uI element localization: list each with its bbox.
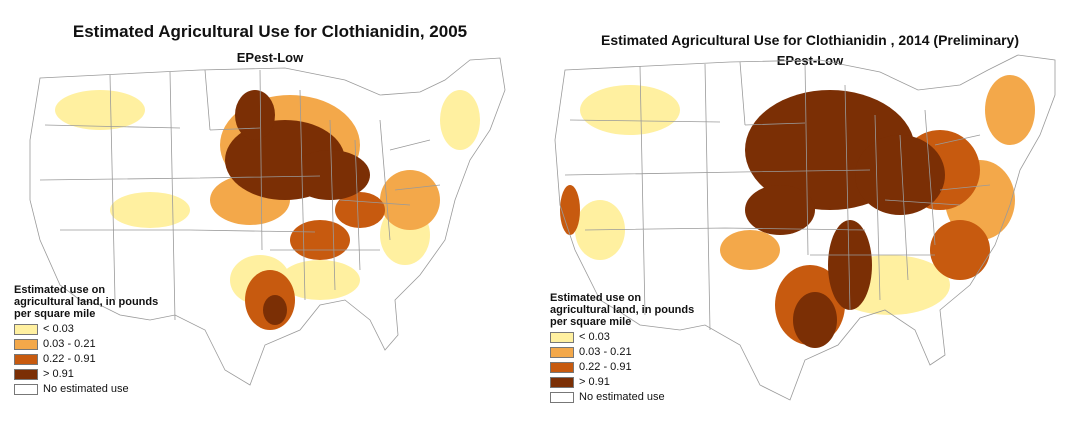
legend-item-none: No estimated use	[14, 383, 164, 395]
state-boundaries	[29, 57, 506, 386]
us-map-2014	[554, 54, 1056, 401]
usage-area-lt-003	[55, 90, 145, 130]
legend: Estimated use on agricultural land, in p…	[14, 284, 164, 395]
legend-label: 0.22 - 0.91	[579, 361, 632, 373]
usage-area-gt-091	[745, 185, 815, 235]
usage-area-gt-091	[235, 90, 275, 140]
usage-areas	[55, 90, 480, 330]
legend-label: < 0.03	[43, 323, 74, 335]
legend-swatch	[14, 383, 38, 395]
usage-area-gt-091	[290, 150, 370, 200]
legend-item-lt-003: < 0.03	[14, 323, 164, 335]
legend-swatch	[550, 361, 574, 373]
map-panel-2005: Estimated Agricultural Use for Clothiani…	[14, 22, 506, 395]
legend-swatch	[550, 391, 574, 403]
legend-item-none: No estimated use	[550, 391, 700, 403]
legend-label: 0.03 - 0.21	[579, 346, 632, 358]
usage-area-gt-091	[793, 292, 837, 348]
us-outline	[29, 57, 506, 386]
legend-title: Estimated use on agricultural land, in p…	[550, 292, 695, 328]
legend-label: > 0.91	[579, 376, 610, 388]
usage-area-c022-091	[335, 192, 385, 228]
legend-item-022-091: 0.22 - 0.91	[14, 353, 164, 365]
usage-area-lt-003	[440, 90, 480, 150]
usage-areas	[560, 75, 1035, 348]
legend-swatch	[14, 323, 38, 335]
legend-label: 0.22 - 0.91	[43, 353, 96, 365]
legend-title: Estimated use on agricultural land, in p…	[14, 284, 159, 320]
us-map-2005	[29, 57, 506, 386]
legend-item-003-021: 0.03 - 0.21	[550, 346, 700, 358]
legend-swatch	[550, 346, 574, 358]
legend-label: No estimated use	[579, 391, 665, 403]
map-title: Estimated Agricultural Use for Clothiani…	[600, 32, 1020, 48]
usage-area-c022-091	[290, 220, 350, 260]
usage-area-lt-003	[110, 192, 190, 228]
usage-area-c003-021	[985, 75, 1035, 145]
legend-item-gt-091: > 0.91	[14, 368, 164, 380]
usage-area-c022-091	[560, 185, 580, 235]
legend-swatch	[550, 331, 574, 343]
legend-item-gt-091: > 0.91	[550, 376, 700, 388]
legend-label: No estimated use	[43, 383, 129, 395]
usage-area-gt-091	[263, 295, 287, 325]
usage-area-c003-021	[380, 170, 440, 230]
us-outline	[554, 54, 1056, 401]
usage-area-c022-091	[930, 220, 990, 280]
legend-label: > 0.91	[43, 368, 74, 380]
legend-label: 0.03 - 0.21	[43, 338, 96, 350]
state-boundaries	[554, 54, 1056, 401]
usage-area-lt-003	[280, 260, 360, 300]
legend-swatch	[550, 376, 574, 388]
map-subtitle: EPest-Low	[236, 50, 304, 65]
legend-swatch	[14, 368, 38, 380]
legend-label: < 0.03	[579, 331, 610, 343]
legend-item-022-091: 0.22 - 0.91	[550, 361, 700, 373]
legend-swatch	[14, 353, 38, 365]
map-panel-2014: Estimated Agricultural Use for Clothiani…	[540, 0, 1080, 429]
legend-item-lt-003: < 0.03	[550, 331, 700, 343]
legend: Estimated use on agricultural land, in p…	[550, 292, 700, 403]
usage-area-lt-003	[580, 85, 680, 135]
usage-area-c003-021	[720, 230, 780, 270]
legend-item-003-021: 0.03 - 0.21	[14, 338, 164, 350]
map-title: Estimated Agricultural Use for Clothiani…	[72, 22, 468, 41]
usage-area-gt-091	[828, 220, 872, 310]
legend-swatch	[14, 338, 38, 350]
